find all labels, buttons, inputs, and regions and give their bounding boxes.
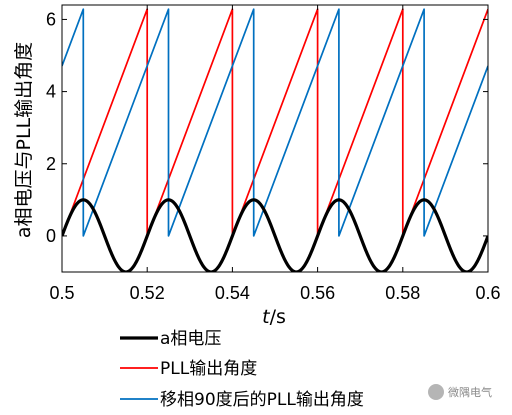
x-tick-label: 0.54 bbox=[215, 283, 250, 303]
x-axis-title-unit: /s bbox=[270, 306, 286, 328]
y-tick-label: 2 bbox=[46, 154, 56, 174]
plot-area bbox=[62, 8, 488, 272]
legend-label-1: a相电压 bbox=[160, 329, 221, 349]
legend-label-2: PLL输出角度 bbox=[160, 359, 257, 379]
watermark: 微隅电气 bbox=[428, 384, 492, 400]
y-tick-label: 4 bbox=[46, 82, 56, 102]
x-tick-label: 0.52 bbox=[130, 283, 165, 303]
series-line-3 bbox=[62, 8, 488, 237]
plot-frame bbox=[61, 4, 489, 273]
x-axis-title-var: t bbox=[262, 306, 271, 328]
legend-label-3: 移相90度后的PLL输出角度 bbox=[160, 390, 364, 410]
x-tick-label: 0.6 bbox=[475, 283, 500, 303]
x-tick-label: 0.5 bbox=[49, 283, 74, 303]
watermark-text: 微隅电气 bbox=[448, 386, 492, 399]
y-tick-label: 0 bbox=[46, 226, 56, 246]
y-tick-label: 6 bbox=[46, 9, 56, 29]
axes: 0.5 0.52 0.54 0.56 0.58 0.6 0 2 4 6 bbox=[46, 4, 501, 303]
wechat-icon bbox=[428, 384, 444, 400]
series-line-2 bbox=[62, 8, 488, 237]
x-axis-title: t/s bbox=[262, 306, 286, 328]
x-tick-label: 0.56 bbox=[300, 283, 335, 303]
y-axis-title: a相电压与PLL输出角度 bbox=[13, 42, 35, 238]
x-tick-label: 0.58 bbox=[385, 283, 420, 303]
series-line-1 bbox=[62, 198, 488, 272]
